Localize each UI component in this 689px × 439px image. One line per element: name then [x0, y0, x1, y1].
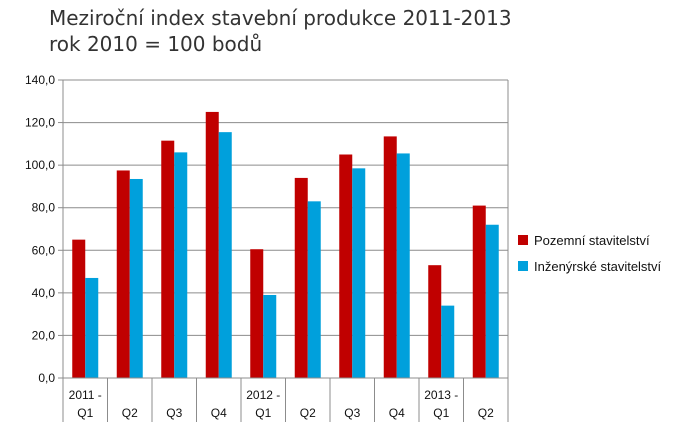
chart-title: Meziroční index stavební produkce 2011-2… — [49, 6, 512, 30]
y-tick-label: 100,0 — [25, 158, 55, 172]
bar-pozemni — [383, 136, 397, 378]
bar-pozemni — [339, 154, 353, 378]
bar-inzenyrske — [307, 201, 321, 378]
bar-inzenyrske — [441, 305, 455, 378]
x-tick-label-year: 2011 - — [69, 388, 102, 402]
bar-pozemni — [205, 111, 219, 378]
x-tick-label-quarter: Q3 — [344, 406, 360, 420]
y-tick-label: 0,0 — [38, 371, 55, 385]
bar-inzenyrske — [263, 294, 277, 378]
chart-title-block: Meziroční index stavební produkce 2011-2… — [49, 5, 512, 57]
y-tick-label: 40,0 — [32, 286, 56, 300]
bar-pozemni — [428, 265, 442, 378]
legend-swatch-inzenyrske — [518, 261, 528, 271]
legend-label-pozemni: Pozemní stavitelství — [534, 232, 650, 248]
bar-inzenyrske — [396, 153, 410, 378]
bar-pozemni — [294, 177, 308, 378]
legend-item-pozemni: Pozemní stavitelství — [518, 227, 661, 253]
bar-inzenyrske — [218, 132, 232, 378]
legend-swatch-pozemni — [518, 235, 528, 245]
bar-inzenyrske — [485, 224, 499, 378]
x-tick-label-quarter: Q3 — [166, 406, 182, 420]
bar-pozemni — [250, 249, 264, 378]
bar-inzenyrske — [174, 152, 188, 378]
y-tick-label: 120,0 — [25, 116, 55, 130]
y-tick-label: 140,0 — [25, 73, 55, 87]
y-tick-label: 60,0 — [32, 243, 56, 257]
legend-label-inzenyrske: Inženýrské stavitelství — [534, 258, 662, 274]
bar-inzenyrske — [352, 168, 366, 378]
legend: Pozemní stavitelství Inženýrské stavitel… — [518, 227, 661, 279]
bar-inzenyrske — [85, 277, 99, 378]
bar-pozemni — [116, 170, 130, 378]
x-tick-label-year: 2012 - — [246, 388, 280, 402]
x-tick-label-quarter: Q1 — [255, 406, 271, 420]
bar-pozemni — [72, 239, 86, 378]
x-tick-label-quarter: Q1 — [433, 406, 449, 420]
bar-pozemni — [472, 205, 486, 378]
x-tick-label-quarter: Q4 — [211, 406, 227, 420]
x-tick-label-quarter: Q2 — [478, 406, 494, 420]
x-tick-label-quarter: Q2 — [122, 406, 138, 420]
x-tick-label-year: 2013 - — [424, 388, 458, 402]
chart-subtitle: rok 2010 = 100 bodů — [49, 32, 263, 56]
x-tick-label-quarter: Q2 — [300, 406, 316, 420]
y-tick-label: 20,0 — [32, 328, 56, 342]
x-tick-label-quarter: Q1 — [77, 406, 93, 420]
legend-item-inzenyrske: Inženýrské stavitelství — [518, 253, 661, 279]
y-tick-label: 80,0 — [32, 201, 56, 215]
x-tick-label-quarter: Q4 — [389, 406, 405, 420]
bar-pozemni — [161, 140, 175, 378]
bar-inzenyrske — [129, 178, 143, 378]
